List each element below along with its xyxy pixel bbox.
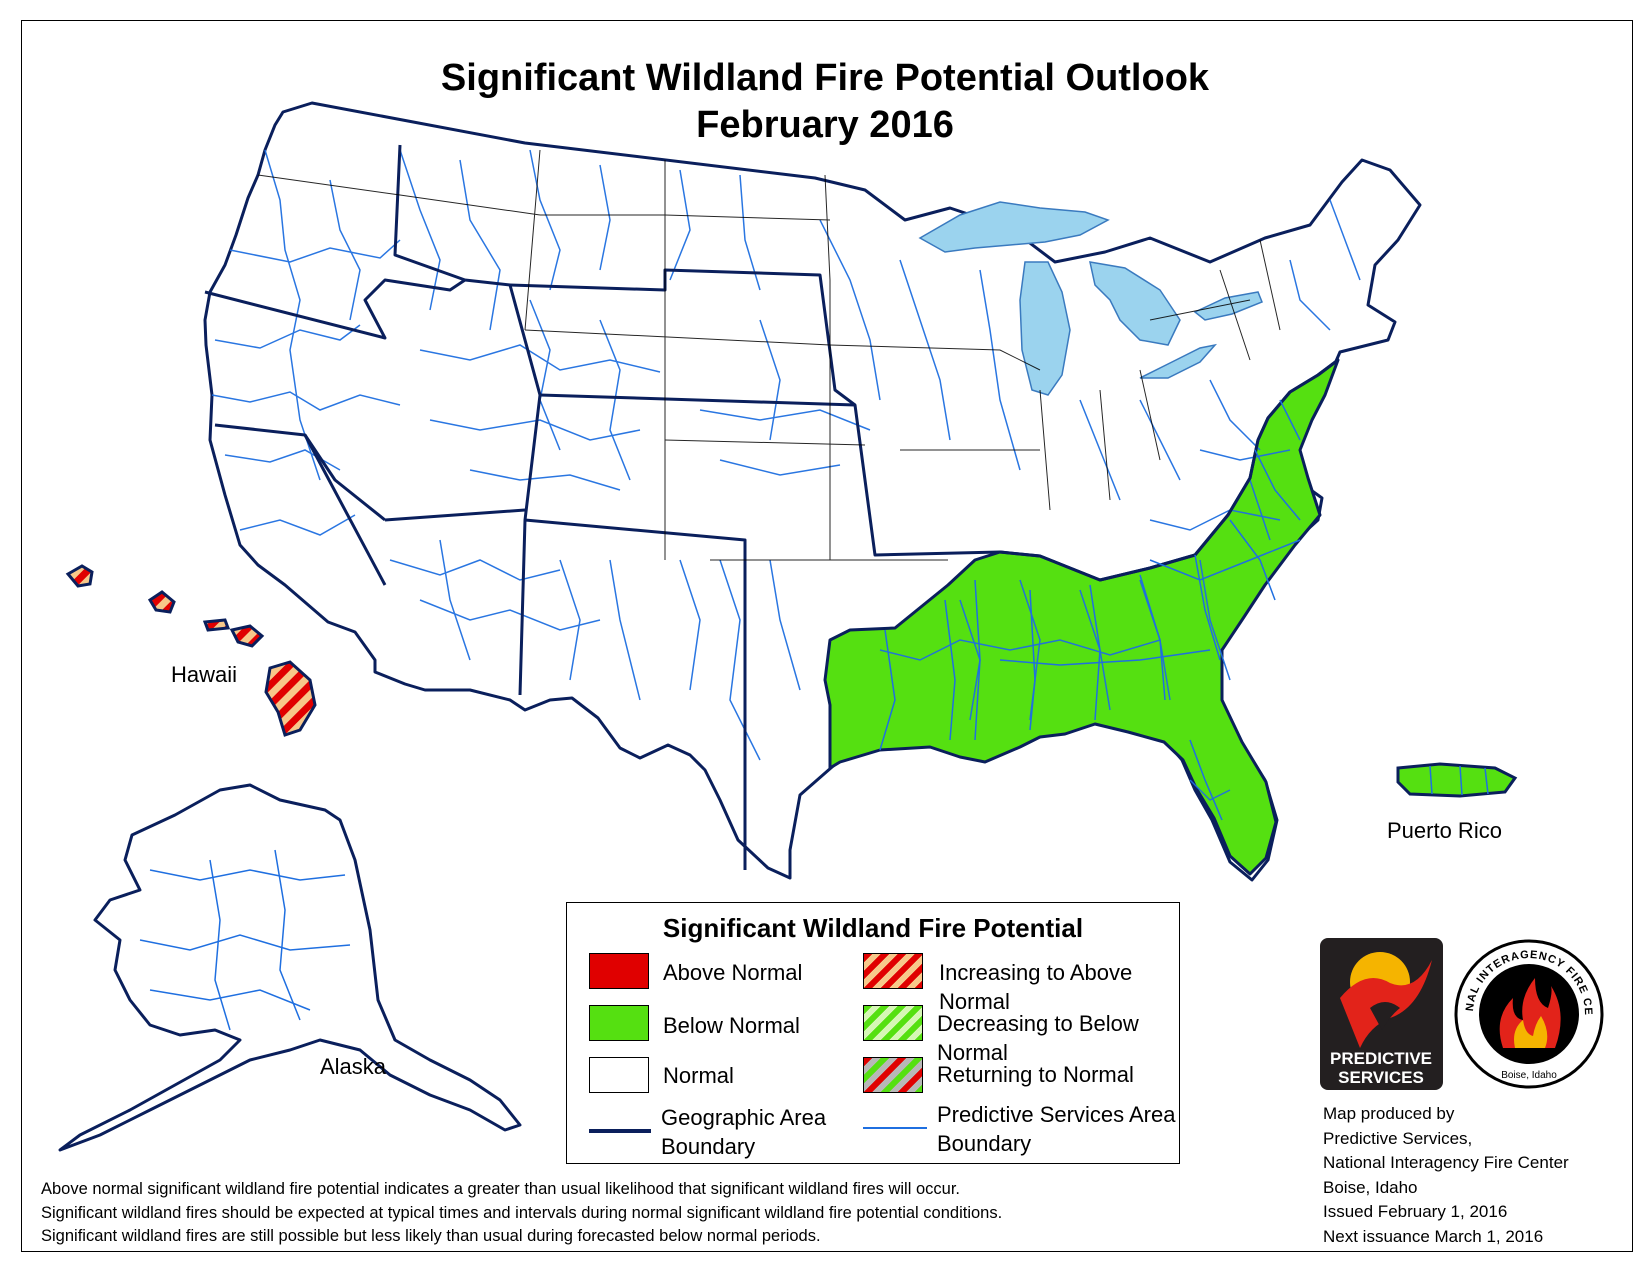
legend-label-increasing-above: Increasing to Above Normal	[939, 960, 1133, 1014]
kauai-island	[65, 564, 94, 588]
legend-label-psa-2: Boundary	[937, 1131, 1032, 1156]
ps-logo-line-2: SERVICES	[1338, 1068, 1424, 1087]
legend-label-returning-normal: Returning to Normal	[937, 1062, 1134, 1087]
hawaii-label: Hawaii	[171, 662, 238, 687]
footnote-line-2: Significant wildland fires should be exp…	[41, 1203, 1003, 1222]
credit-line-2: Predictive Services,	[1323, 1128, 1473, 1148]
hawaii-islands	[65, 564, 317, 737]
oahu-island	[147, 590, 176, 614]
puerto-rico-island	[1396, 762, 1518, 798]
puerto-rico-internal-lines	[1429, 765, 1489, 796]
psa-boundaries	[211, 149, 1361, 801]
alaska-outline	[58, 783, 522, 1152]
map-frame	[21, 20, 1633, 1252]
credit-line-3: National Interagency Fire Center	[1323, 1153, 1569, 1172]
swatch-increasing-above-normal	[863, 953, 923, 989]
geographic-area-line-sample	[589, 1129, 651, 1133]
lake-superior	[918, 201, 1110, 253]
legend-label-decreasing-below: Decreasing to Below Normal	[937, 1011, 1139, 1065]
legend-title: Significant Wildland Fire Potential	[662, 913, 1084, 943]
credits: Map produced by Predictive Services, Nat…	[1323, 1102, 1569, 1249]
alaska-psa-lines	[139, 849, 351, 1031]
maui-island	[229, 624, 265, 648]
map-subtitle-date: February 2016	[696, 104, 954, 146]
swatch-above-normal	[589, 953, 649, 989]
legend-label-geographic-area-1: Geographic Area	[661, 1105, 827, 1130]
credit-line-1: Map produced by	[1323, 1104, 1455, 1123]
lake-ontario	[1193, 291, 1263, 321]
lake-michigan	[1019, 261, 1071, 396]
swatch-returning-to-normal	[863, 1057, 923, 1093]
nifc-bottom-text: Boise, Idaho	[1501, 1070, 1557, 1081]
ps-logo-line-1: PREDICTIVE	[1330, 1049, 1432, 1068]
swatch-below-normal	[589, 1005, 649, 1041]
southeast-internal-boundaries	[879, 399, 1301, 821]
predictive-services-logo: PREDICTIVE SERVICES	[1320, 938, 1443, 1090]
map-title: Significant Wildland Fire Potential Outl…	[440, 57, 1210, 99]
state-boundaries	[257, 149, 1281, 561]
credit-line-4: Boise, Idaho	[1323, 1177, 1418, 1197]
swatch-decreasing-below-normal	[863, 1005, 923, 1041]
great-lakes	[918, 201, 1263, 396]
footnote: Above normal significant wildland fire p…	[41, 1178, 1002, 1249]
psa-line-sample	[863, 1127, 927, 1129]
legend: Significant Wildland Fire Potential Abov…	[566, 902, 1180, 1164]
swatch-normal	[589, 1057, 649, 1093]
credit-line-5: Issued February 1, 2016	[1323, 1202, 1508, 1221]
alaska-label: Alaska	[320, 1054, 387, 1079]
molokai-island	[202, 618, 231, 632]
footnote-line-3: Significant wildland fires are still pos…	[41, 1227, 821, 1245]
geographic-area-boundaries	[204, 144, 1339, 870]
credit-line-6: Next issuance March 1, 2016	[1323, 1226, 1544, 1246]
lake-huron	[1089, 261, 1181, 346]
legend-label-geographic-area-2: Boundary	[661, 1134, 756, 1159]
puerto-rico-label: Puerto Rico	[1387, 818, 1502, 843]
nifc-logo: NATIONAL INTERAGENCY FIRE CENTER Boise, …	[1453, 938, 1604, 1089]
big-island	[264, 660, 317, 737]
legend-label-above-normal: Above Normal	[663, 960, 803, 985]
legend-label-normal: Normal	[663, 1063, 734, 1088]
legend-label-below-normal: Below Normal	[663, 1013, 800, 1038]
legend-label-psa-1: Predictive Services Area	[937, 1102, 1176, 1127]
footnote-line-1: Above normal significant wildland fire p…	[41, 1180, 960, 1198]
lake-erie	[1139, 343, 1218, 379]
